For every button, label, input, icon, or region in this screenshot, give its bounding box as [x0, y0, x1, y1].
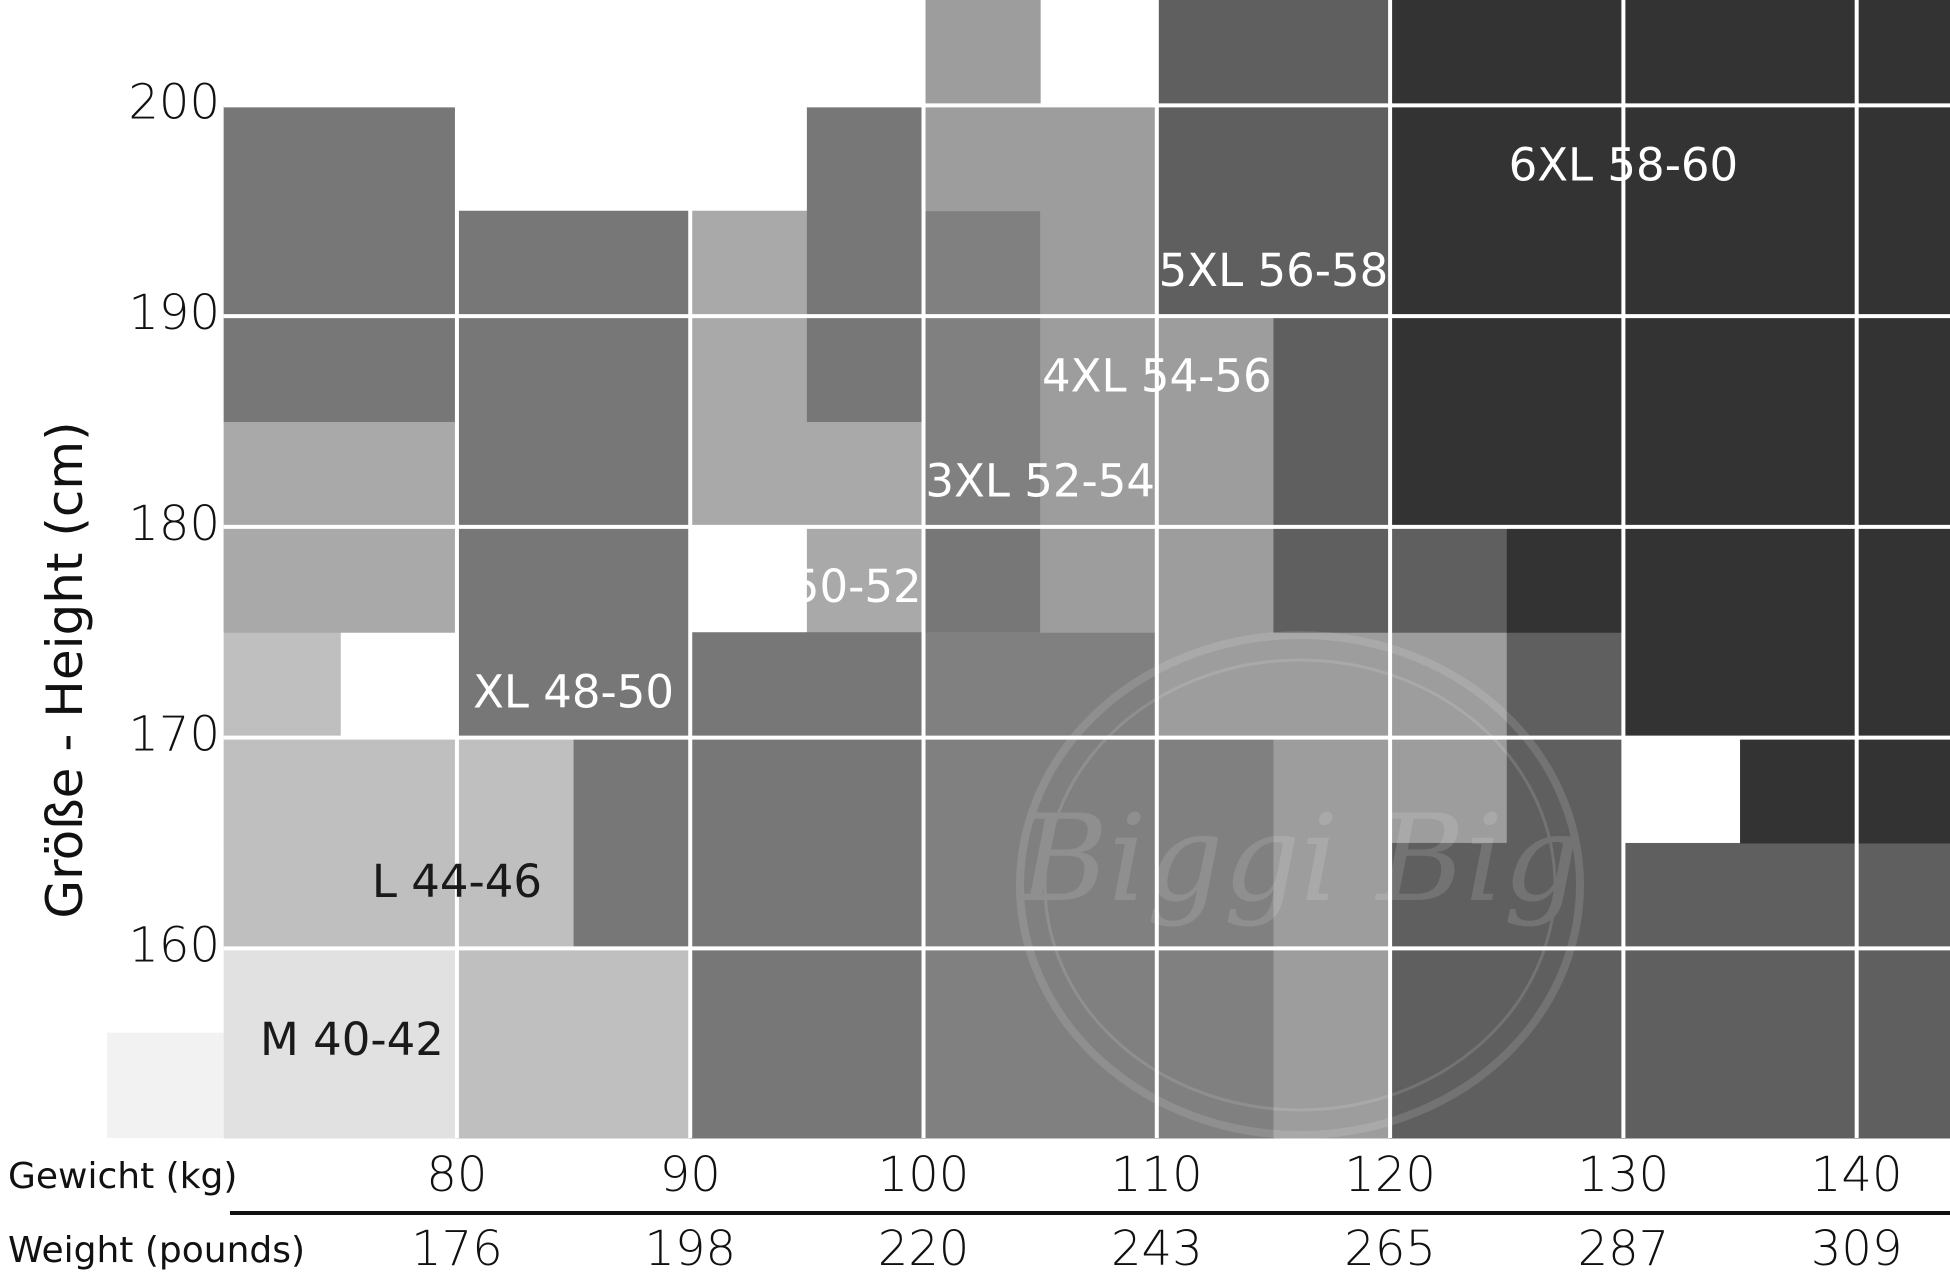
- zone-cell-0-0: [223, 1032, 341, 1139]
- zone-cell-5-1: [1156, 421, 1274, 739]
- zone-cell-1-3: [456, 737, 575, 1139]
- zone-cell-6-5: [1623, 842, 1950, 1139]
- zone-cell-0-3: [223, 948, 341, 1034]
- zone-cell-1-0: [223, 842, 341, 949]
- zone-cell-0-2: [340, 948, 458, 1034]
- zone-label-6: 5XL 56-58: [1159, 244, 1389, 297]
- zone-cell-2-1: [690, 210, 808, 528]
- x-axis-row-label-1: Weight (pounds): [8, 1230, 305, 1271]
- x-axis-row-label-0: Gewicht (kg): [8, 1156, 237, 1197]
- zone-cell-7-2: [1623, 526, 1950, 739]
- zone-cell-6-1: [1273, 316, 1391, 633]
- zone-cell-3-1: [573, 737, 691, 949]
- x-tick-label-0-1: 90: [660, 1147, 721, 1203]
- zone-cell-7-0: [1390, 0, 1950, 528]
- x-tick-label-1-6: 309: [1811, 1221, 1903, 1277]
- x-tick-label-1-2: 220: [878, 1221, 970, 1277]
- zone-cell-3-0: [456, 210, 691, 739]
- zone-label-3: 2XL 50-52: [692, 560, 922, 613]
- x-tick-label-1-3: 243: [1111, 1221, 1203, 1277]
- x-tick-label-0-3: 110: [1111, 1147, 1203, 1203]
- x-tick-label-0-6: 140: [1811, 1147, 1903, 1203]
- zone-cell-4-0: [923, 210, 1041, 528]
- x-tick-label-1-0: 176: [411, 1221, 503, 1277]
- x-tick-label-0-2: 100: [878, 1147, 970, 1203]
- zone-cell-3-4: [923, 526, 1041, 633]
- zone-cell-6-4: [1390, 842, 1624, 1139]
- zone-label-4: 3XL 52-54: [925, 455, 1155, 508]
- x-tick-label-1-4: 265: [1344, 1221, 1436, 1277]
- watermark-text: Biggi Big: [1018, 790, 1580, 929]
- x-tick-label-0-4: 120: [1344, 1147, 1436, 1203]
- y-tick-label-160: 160: [128, 917, 220, 973]
- zone-cell-6-2: [1390, 526, 1508, 633]
- axes: 160 170 180 190 200 Größe - Height (cm) Gewich…: [8, 74, 1950, 1277]
- y-tick-label-200: 200: [128, 74, 220, 130]
- y-tick-label-170: 170: [128, 707, 220, 763]
- x-tick-label-1-5: 287: [1578, 1221, 1670, 1277]
- zone-cell-7-1: [1506, 526, 1624, 633]
- zone-cell-4-2: [1156, 737, 1274, 1139]
- zone-label-1: L 44-46: [372, 855, 542, 908]
- gridlines: [223, 0, 1950, 1138]
- zone-cell-4-4: [923, 632, 1158, 1139]
- zone-label-2: XL 48-50: [473, 665, 674, 718]
- watermark-logo: Biggi Big: [1016, 631, 1584, 1139]
- x-tick-label-0-0: 80: [426, 1147, 487, 1203]
- zone-cell-3-2: [690, 632, 925, 1139]
- y-tick-label-190: 190: [128, 285, 220, 341]
- y-axis-title: Größe - Height (cm): [36, 421, 94, 918]
- zone-label-0: M 40-42: [260, 1013, 444, 1066]
- zone-cell-7-3: [1740, 737, 1950, 844]
- zone-label-7: 6XL 58-60: [1509, 139, 1739, 192]
- y-tick-label-180: 180: [128, 496, 220, 552]
- zone-cell-3-3: [806, 105, 925, 422]
- x-tick-label-0-5: 130: [1578, 1147, 1670, 1203]
- zone-cell-1-1: [340, 737, 458, 949]
- background-patch-0: [107, 1032, 224, 1138]
- zone-cell-0-1: [340, 1032, 458, 1139]
- zone-cell-1-4: [573, 948, 691, 1139]
- x-tick-label-1-1: 198: [644, 1221, 736, 1277]
- zone-cell-3-5: [223, 105, 458, 422]
- zone-label-5: 4XL 54-56: [1042, 349, 1272, 402]
- zone-cell-6-0: [1156, 0, 1391, 317]
